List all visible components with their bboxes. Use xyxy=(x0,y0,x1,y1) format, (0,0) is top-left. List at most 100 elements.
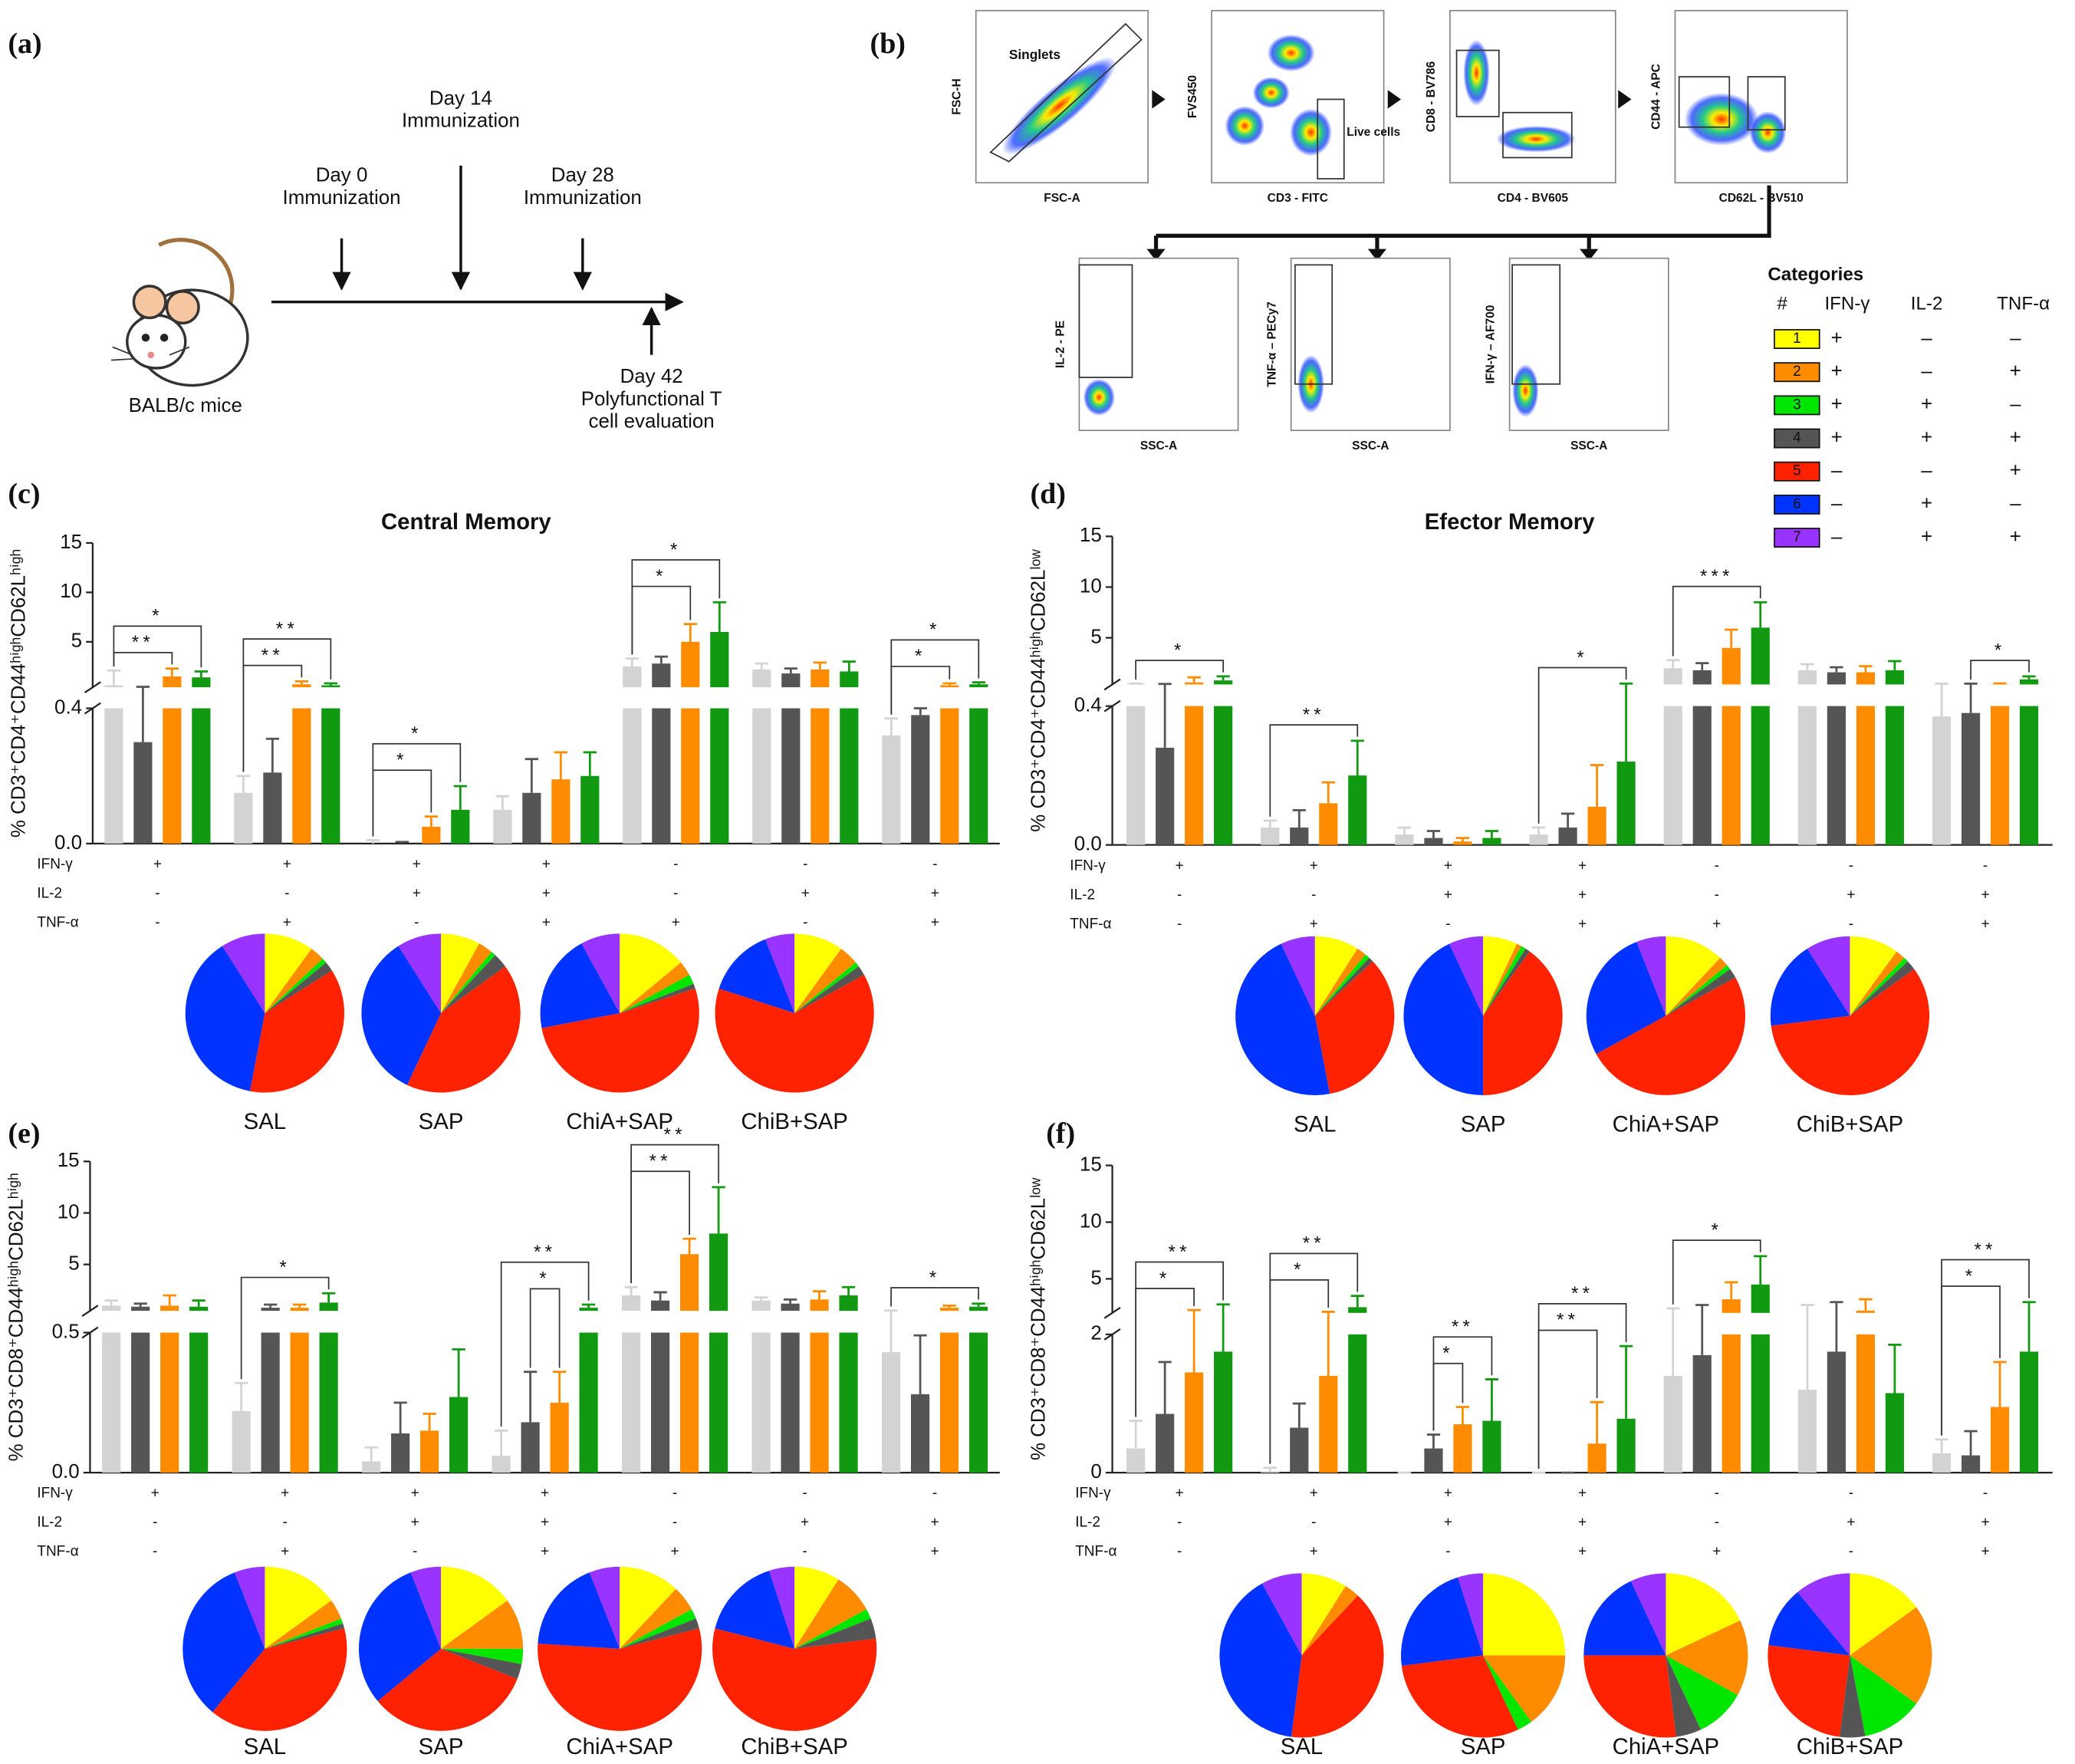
event-label: Immunization xyxy=(283,187,401,209)
pie-slice xyxy=(1850,1573,1917,1656)
sign: + xyxy=(1310,916,1318,932)
significance-label: * xyxy=(929,620,941,640)
bar-upper xyxy=(1885,670,1904,685)
y-axis-label: CD44 - APC xyxy=(1649,64,1662,130)
sign: + xyxy=(1176,1486,1184,1502)
error-bar xyxy=(133,1302,147,1307)
y-axis-label: % CD3⁺CD8⁺CD44ʰⁱᵍʰCD62Lˡᵒʷ xyxy=(1028,1177,1049,1460)
sign: + xyxy=(1444,1486,1452,1502)
bar-upper xyxy=(261,1308,280,1311)
bar-upper xyxy=(579,1308,598,1311)
significance-bracket xyxy=(890,1287,979,1307)
bar xyxy=(1290,1427,1309,1473)
bar-upper xyxy=(1856,672,1875,685)
pie-slice xyxy=(358,1572,442,1702)
pie-slice xyxy=(441,955,505,1013)
significance-label: ** xyxy=(649,1151,672,1172)
error-bar xyxy=(654,655,668,664)
pie-slice xyxy=(765,933,795,1013)
error-bar xyxy=(972,681,985,685)
pie-slice xyxy=(265,959,327,1013)
cell-cloud xyxy=(1496,126,1576,153)
pie-slice xyxy=(1291,1595,1384,1738)
pie-slice xyxy=(406,966,521,1093)
sign: + xyxy=(151,1486,159,1502)
pie-slice xyxy=(1483,1655,1532,1730)
pie-slice xyxy=(1666,1655,1738,1730)
bar-lower xyxy=(709,1332,728,1473)
error-bar xyxy=(783,1298,797,1304)
category-swatch xyxy=(1774,395,1820,416)
pie-slice xyxy=(1586,942,1666,1055)
sign: + xyxy=(541,1515,549,1531)
y-axis-label: FVS450 xyxy=(1186,75,1199,118)
pie-slice xyxy=(794,1566,839,1649)
error-bar xyxy=(192,1299,206,1307)
table-cell: – xyxy=(1921,327,1932,349)
error-bar xyxy=(554,751,567,780)
error-bar xyxy=(552,1371,567,1403)
error-bar xyxy=(1263,1466,1277,1472)
error-bar xyxy=(1666,659,1680,669)
significance-label: * xyxy=(1159,1268,1171,1288)
table-cell: + xyxy=(2010,460,2021,482)
significance-bracket xyxy=(1672,1239,1761,1305)
pie-label: ChiA+SAP xyxy=(566,1109,672,1134)
y-tick-label: 15 xyxy=(60,532,82,553)
significance-label: * xyxy=(670,539,682,560)
table-cell: – xyxy=(1831,460,1843,482)
bar-upper xyxy=(321,685,340,688)
bar-upper xyxy=(1692,670,1712,685)
pie-slice xyxy=(794,1609,871,1649)
error-bar xyxy=(653,1291,667,1301)
error-bar xyxy=(1485,1378,1499,1421)
error-bar xyxy=(913,1334,927,1394)
significance-bracket xyxy=(1537,1303,1627,1469)
pie-slice xyxy=(410,1566,442,1649)
bar-upper xyxy=(1185,682,1204,685)
pie-label: SAP xyxy=(1461,1111,1506,1137)
row-label: IL-2 xyxy=(1070,887,1095,903)
bar xyxy=(1529,834,1548,845)
y-axis xyxy=(1103,536,1121,845)
bar-lower xyxy=(1126,706,1146,845)
pie-label: ChiA+SAP xyxy=(566,1734,672,1759)
table-cell: + xyxy=(1921,526,1932,548)
bar-upper xyxy=(781,673,801,688)
error-bar xyxy=(1426,1433,1441,1449)
sign: + xyxy=(1578,857,1587,874)
table-title: Categories xyxy=(1768,265,1863,285)
sign: + xyxy=(541,1486,549,1502)
bar-upper xyxy=(319,1302,338,1311)
gate xyxy=(1317,98,1345,179)
bar xyxy=(2019,1351,2039,1473)
y-tick-label: 0 xyxy=(1090,1461,1101,1483)
y-tick-label: 0.0 xyxy=(52,1461,80,1483)
pie-slice xyxy=(265,1566,331,1649)
error-bar xyxy=(1935,1438,1948,1453)
pie-slice xyxy=(541,988,699,1093)
bar-lower xyxy=(781,1332,800,1473)
pie-slice xyxy=(441,952,495,1013)
bar-upper xyxy=(752,669,771,688)
y-axis xyxy=(84,542,101,844)
bar xyxy=(1126,1448,1146,1473)
pie-slice xyxy=(1401,1655,1518,1738)
pie-slice xyxy=(1666,936,1721,1016)
pie-slice xyxy=(620,962,689,1013)
error-bar xyxy=(1560,812,1575,828)
y-tick-label: 10 xyxy=(58,1201,80,1223)
bar xyxy=(1692,1354,1712,1473)
pie-slice xyxy=(1850,1655,1917,1736)
event-label: Immunization xyxy=(402,110,520,132)
sign: - xyxy=(282,1515,287,1531)
pie-slice xyxy=(715,975,874,1093)
error-bar xyxy=(1830,1301,1843,1352)
sign: + xyxy=(1578,1515,1587,1531)
significance-bracket xyxy=(1135,660,1224,680)
sign: - xyxy=(803,915,807,931)
pie-slice xyxy=(441,1648,522,1680)
pie-slice xyxy=(1281,936,1315,1016)
bar xyxy=(451,809,470,844)
pie-label: SAL xyxy=(244,1109,286,1134)
